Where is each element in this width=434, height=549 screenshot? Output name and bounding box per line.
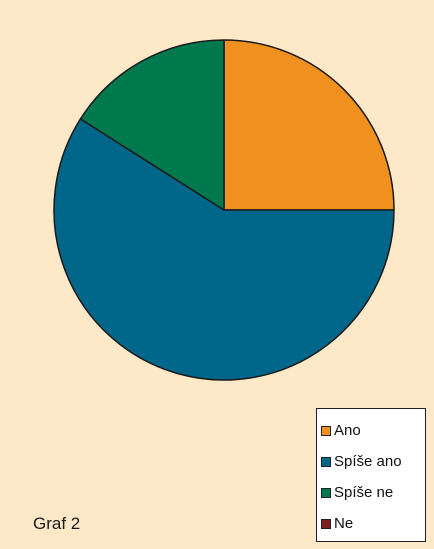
legend-item-spise-ano: Spíše ano — [321, 446, 425, 477]
chart-legend: Ano Spíše ano Spíše ne Ne — [316, 408, 426, 542]
legend-label: Ne — [334, 515, 354, 532]
legend-swatch — [321, 456, 331, 467]
legend-label: Spíše ne — [334, 484, 394, 501]
pie-slice-ano — [223, 39, 395, 211]
pie-slice-spise-ne — [79, 39, 225, 211]
legend-label: Ano — [334, 422, 361, 439]
pie-slice-spise-ano — [53, 118, 395, 381]
legend-swatch — [321, 487, 331, 498]
chart-caption: Graf 2 — [33, 514, 81, 533]
legend-swatch — [321, 425, 331, 436]
legend-item-ne: Ne — [321, 508, 425, 539]
legend-item-spise-ne: Spíše ne — [321, 477, 425, 508]
legend-item-ano: Ano — [321, 415, 425, 446]
legend-swatch — [321, 518, 331, 529]
legend-label: Spíše ano — [334, 453, 402, 470]
